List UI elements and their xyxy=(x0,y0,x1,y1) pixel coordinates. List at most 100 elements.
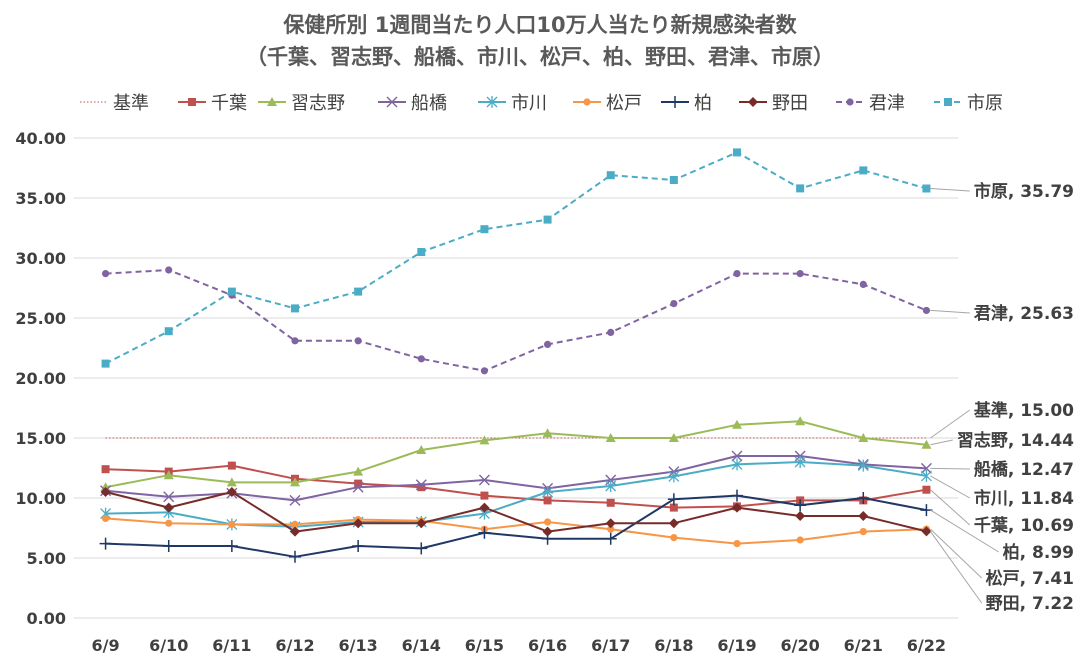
data-point xyxy=(670,300,678,308)
data-point xyxy=(732,502,742,513)
data-point xyxy=(416,518,427,529)
data-point xyxy=(733,148,741,157)
data-point xyxy=(226,487,237,497)
data-point xyxy=(795,416,806,426)
end-label: 基準, 15.00 xyxy=(973,400,1074,421)
legend-item: 基準 xyxy=(80,93,149,114)
data-point xyxy=(480,225,489,234)
chart-title: 保健所別 1週間当たり人口10万人当たり新規感染者数 xyxy=(282,13,797,37)
legend-marker xyxy=(748,97,758,107)
legend-item: 君津 xyxy=(836,93,905,114)
y-tick-label: 30.00 xyxy=(15,249,66,268)
x-tick-label: 6/18 xyxy=(654,636,693,655)
data-point xyxy=(163,470,174,480)
data-point xyxy=(479,502,490,513)
leader-line xyxy=(930,439,953,446)
series-line xyxy=(105,491,927,533)
series-6 xyxy=(99,489,933,563)
data-point xyxy=(290,526,300,537)
data-point xyxy=(165,519,173,527)
series-line xyxy=(105,455,927,502)
data-point xyxy=(796,270,804,278)
series-line xyxy=(105,151,927,365)
data-point xyxy=(352,481,364,493)
legend-item: 市原 xyxy=(934,93,1003,114)
x-tick-label: 6/19 xyxy=(717,636,756,655)
data-point xyxy=(165,266,173,274)
data-point xyxy=(416,445,427,454)
data-point xyxy=(479,435,490,445)
data-point xyxy=(543,340,552,348)
legend: 基準 千葉 習志野 船橋 市川 松戸 柏 野田 君津 市原 xyxy=(80,93,1003,114)
x-tick-label: 6/22 xyxy=(907,636,946,655)
data-point xyxy=(606,498,615,507)
data-point xyxy=(164,327,173,336)
x-tick-label: 6/11 xyxy=(212,636,251,655)
data-point xyxy=(163,502,174,513)
data-point xyxy=(542,428,553,438)
y-tick-label: 35.00 xyxy=(15,189,66,208)
y-tick-label: 5.00 xyxy=(27,549,66,568)
x-tick-label: 6/15 xyxy=(465,636,504,655)
data-point xyxy=(543,215,552,224)
chart-subtitle: （千葉、習志野、船橋、市川、松戸、柏、野田、君津、市原） xyxy=(246,45,834,69)
y-tick-label: 10.00 xyxy=(15,489,66,508)
legend-item: 松戸 xyxy=(573,93,642,114)
data-point xyxy=(607,525,615,533)
data-point xyxy=(542,486,554,498)
end-label: 君津, 25.63 xyxy=(974,303,1074,324)
data-point xyxy=(227,461,236,470)
data-point xyxy=(542,526,553,537)
data-point xyxy=(668,518,679,529)
data-point xyxy=(225,540,238,552)
data-point xyxy=(796,184,805,193)
legend-marker xyxy=(583,98,591,106)
legend-label: 市原 xyxy=(967,93,1003,114)
series-line xyxy=(105,464,927,509)
data-point xyxy=(101,465,110,474)
data-point xyxy=(543,496,552,505)
data-point xyxy=(478,474,490,486)
data-point xyxy=(99,537,112,550)
legend-label: 松戸 xyxy=(606,93,642,114)
legend-marker xyxy=(944,98,952,106)
data-point xyxy=(478,526,491,539)
data-point xyxy=(291,337,299,345)
data-point xyxy=(606,171,615,180)
end-label: 松戸, 7.41 xyxy=(986,568,1074,589)
end-label: 千葉, 10.69 xyxy=(974,515,1074,536)
series-2 xyxy=(100,416,932,492)
leader-line xyxy=(930,531,983,604)
data-point xyxy=(415,479,427,491)
data-point xyxy=(163,491,175,503)
data-point xyxy=(795,511,806,521)
data-point xyxy=(289,494,301,506)
legend-item: 習志野 xyxy=(258,93,345,114)
series-5 xyxy=(101,514,931,548)
leader-line xyxy=(930,409,971,439)
series-group xyxy=(99,148,933,563)
data-point xyxy=(291,304,299,313)
series-8 xyxy=(101,266,931,375)
data-point xyxy=(794,499,807,512)
legend-item: 市川 xyxy=(478,93,547,114)
data-point xyxy=(858,433,869,442)
leader-line xyxy=(930,509,999,553)
x-axis-tick-labels: 6/9 6/10 6/11 6/12 6/13 6/14 6/15 6/16 6/17 6/18 6… xyxy=(92,636,947,655)
legend-label: 基準 xyxy=(113,93,149,114)
data-point xyxy=(731,450,743,462)
data-point xyxy=(857,459,869,472)
data-point xyxy=(352,540,365,552)
data-point xyxy=(415,542,428,555)
legend-label: 習志野 xyxy=(291,93,345,114)
data-point xyxy=(796,536,804,544)
data-point xyxy=(543,518,552,526)
legend-marker xyxy=(267,97,277,106)
leader-line xyxy=(930,188,970,192)
y-axis-tick-labels: 0.00 5.00 10.00 15.00 20.00 25.00 30.00 35.00 40… xyxy=(15,129,66,628)
data-point xyxy=(670,534,678,542)
data-point xyxy=(101,270,110,278)
end-label: 柏, 8.99 xyxy=(1003,542,1074,563)
legend-marker xyxy=(846,98,854,106)
data-point xyxy=(859,280,867,288)
